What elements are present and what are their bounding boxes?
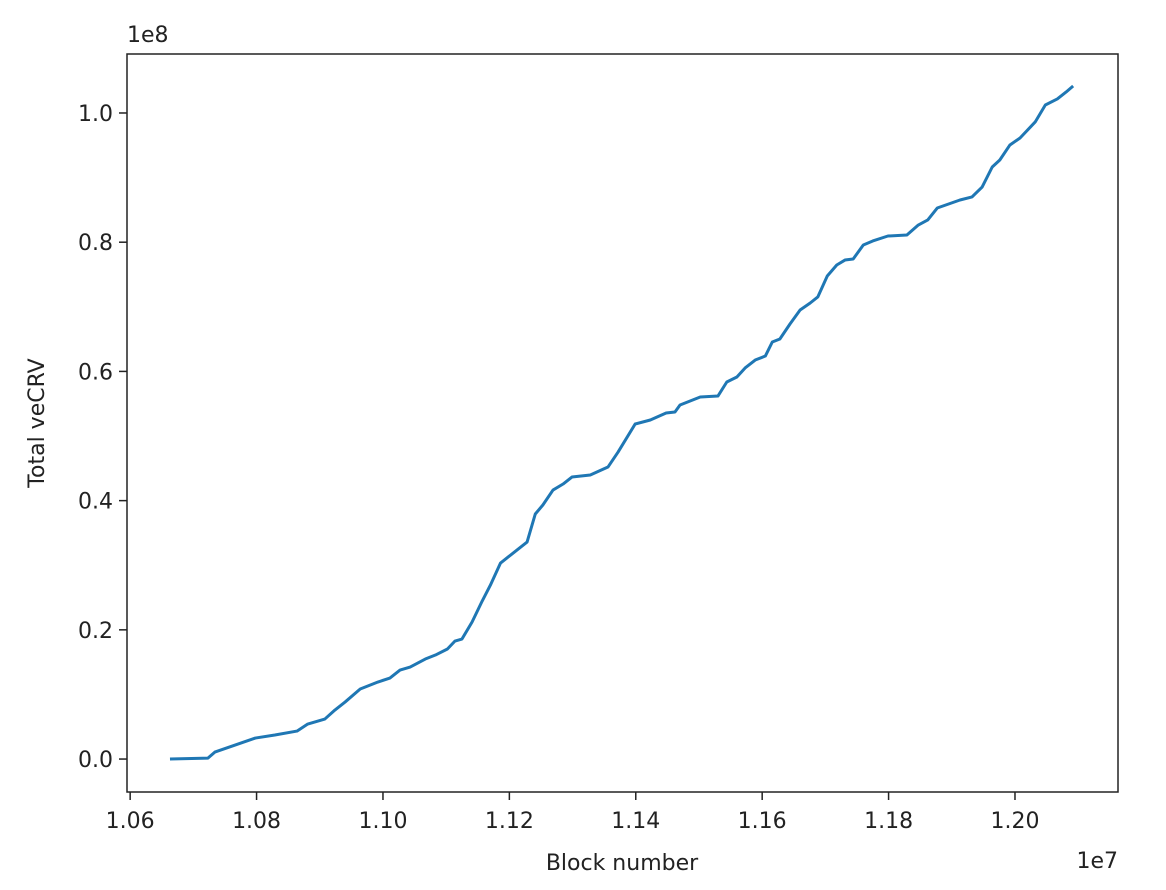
x-tick-label: 1.08 <box>232 809 281 834</box>
x-tick-label: 1.12 <box>485 809 534 834</box>
x-tick-label: 1.18 <box>864 809 913 834</box>
y-tick-label: 0.6 <box>78 360 113 385</box>
y-tick-label: 0.8 <box>78 231 113 256</box>
x-tick-label: 1.10 <box>358 809 407 834</box>
y-tick-label: 0.0 <box>78 748 113 773</box>
x-tick-label: 1.14 <box>611 809 660 834</box>
data-line <box>169 84 1075 761</box>
x-axis-label: Block number <box>546 851 699 876</box>
y-tick-label: 1.0 <box>78 102 113 127</box>
y-axis-label: Total veCRV <box>25 358 50 488</box>
x-tick-label: 1.20 <box>990 809 1039 834</box>
y-tick-label: 0.4 <box>78 490 113 515</box>
plot-frame <box>126 53 1119 793</box>
x-tick-label: 1.16 <box>738 809 787 834</box>
y-tick-label: 0.2 <box>78 619 113 644</box>
x-offset-label: 1e7 <box>1076 849 1118 874</box>
y-offset-label: 1e8 <box>127 23 169 48</box>
x-tick-label: 1.06 <box>106 809 155 834</box>
